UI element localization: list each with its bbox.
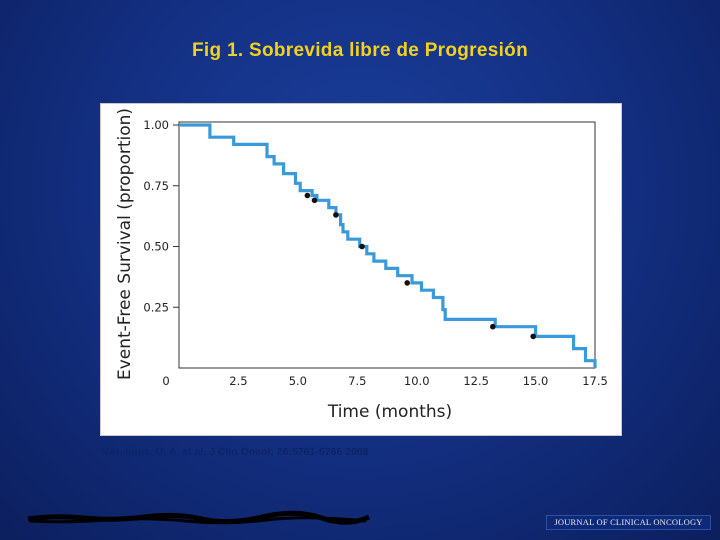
censor-marks: [304, 192, 536, 340]
censor-mark: [333, 212, 339, 218]
slide-title: Fig 1. Sobrevida libre de Progresión: [192, 40, 528, 61]
y-tick-label: 0.25: [143, 300, 169, 314]
y-tick-label: 1.00: [143, 118, 169, 132]
censor-mark: [404, 280, 411, 286]
x-tick-label: 7.5: [348, 374, 366, 388]
censor-mark: [359, 243, 365, 250]
y-axis-label: Event-Free Survival (proportion): [115, 108, 135, 380]
x-tick-label: 10.0: [404, 374, 430, 388]
censor-mark: [304, 192, 311, 199]
censor-mark: [530, 333, 536, 340]
x-axis-label: Time (months): [327, 402, 452, 422]
censor-mark: [311, 197, 318, 204]
x-tick-label: 17.5: [582, 374, 608, 388]
survival-curve: [179, 123, 597, 368]
decorative-scribble: [27, 510, 371, 525]
journal-banner: JOURNAL OF CLINICAL ONCOLOGY: [546, 515, 711, 530]
y-tick-label: 0.75: [143, 179, 169, 193]
kaplan-meier-chart: 0.25 0.50 0.75 1.00 0 2.5 5.0 7.5 10.0 12.5 15.0 1…: [115, 108, 608, 422]
x-tick-label: 2.5: [229, 374, 247, 388]
y-axis-ticks: 0.25 0.50 0.75 1.00: [143, 118, 179, 314]
citation: Matulonis, U. A. et al. J Clin Oncol; 26…: [101, 446, 369, 458]
x-tick-label: 0: [162, 374, 169, 388]
plot-frame: [178, 121, 596, 369]
x-tick-label: 5.0: [289, 374, 307, 388]
x-tick-label: 15.0: [523, 374, 549, 388]
x-axis-ticks: 0 2.5 5.0 7.5 10.0 12.5 15.0 17.5: [162, 374, 607, 388]
figure-panel: 0.25 0.50 0.75 1.00 0 2.5 5.0 7.5 10.0 12.5 15.0 1…: [100, 103, 622, 436]
x-tick-label: 12.5: [463, 374, 489, 388]
y-tick-label: 0.50: [143, 240, 169, 254]
censor-mark: [490, 323, 496, 330]
